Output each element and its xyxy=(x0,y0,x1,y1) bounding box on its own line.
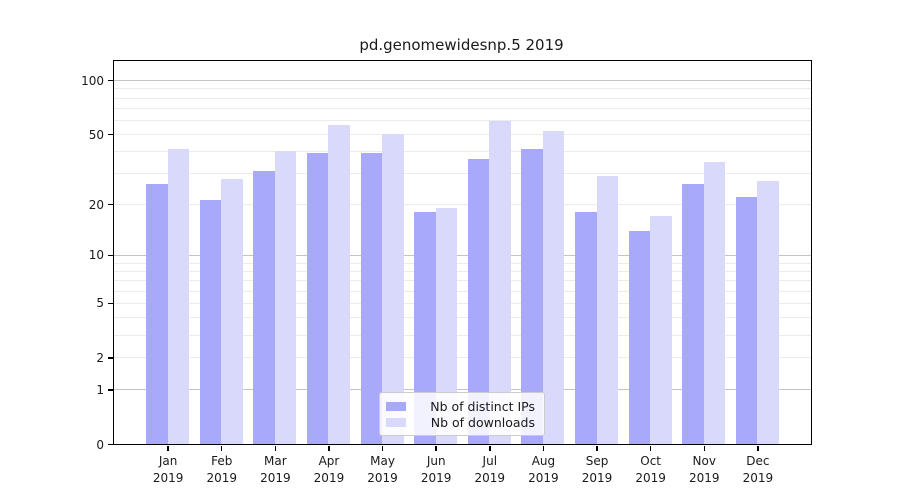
legend-label-downloads: Nb of downloads xyxy=(430,415,535,430)
y-axis-tick-label: 100 xyxy=(81,73,104,88)
x-axis-tick xyxy=(381,446,384,451)
gridline-minor xyxy=(114,151,811,153)
y-axis-tick-label: 50 xyxy=(88,127,104,142)
x-axis-tick xyxy=(757,446,759,451)
x-axis-tick xyxy=(649,446,652,451)
gridline-minor xyxy=(114,280,811,282)
y-axis-tick-label: 0 xyxy=(96,437,104,452)
y-axis-tick xyxy=(108,133,113,136)
x-axis-tick-label: May 2019 xyxy=(367,454,398,485)
bar-distinct-ips xyxy=(253,170,275,444)
gridline-minor xyxy=(114,107,811,109)
bar-downloads xyxy=(328,125,350,444)
y-axis-tick-label: 5 xyxy=(96,296,104,311)
gridline-minor xyxy=(114,290,811,292)
x-axis-tick xyxy=(489,446,491,451)
bar-downloads xyxy=(703,161,726,444)
x-axis-tick-label: Mar 2019 xyxy=(260,454,291,485)
x-axis-tick xyxy=(274,446,277,451)
bar-downloads xyxy=(650,216,672,444)
y-axis-tick-label: 2 xyxy=(96,350,104,365)
x-axis-tick-label: Jan 2019 xyxy=(152,454,184,485)
bar-distinct-ips xyxy=(575,211,597,444)
gridline-minor xyxy=(114,134,811,136)
legend-label-distinct-ips: Nb of distinct IPs xyxy=(430,399,535,414)
bar-downloads xyxy=(757,181,779,444)
bar-distinct-ips xyxy=(199,200,222,444)
x-axis-tick-label: Sep 2019 xyxy=(581,454,613,485)
bar-downloads xyxy=(382,134,404,444)
x-axis-tick xyxy=(328,446,330,451)
x-axis-tick-label: Jul 2019 xyxy=(474,454,506,485)
gridline-minor xyxy=(114,97,811,99)
gridline-minor xyxy=(114,317,811,319)
gridline-minor xyxy=(114,173,811,175)
bar-distinct-ips xyxy=(521,149,543,444)
bar-downloads xyxy=(274,151,297,444)
x-axis-tick-label: Apr 2019 xyxy=(313,454,345,485)
gridline-minor xyxy=(114,270,811,272)
y-axis-tick-label: 1 xyxy=(96,382,104,397)
bar-downloads xyxy=(167,149,190,444)
bar-downloads xyxy=(596,175,619,444)
x-axis-tick xyxy=(703,446,706,451)
chart-title: pd.genomewidesnp.5 2019 xyxy=(359,36,564,54)
y-axis-tick xyxy=(108,357,113,359)
legend-item-downloads: Nb of downloads xyxy=(386,415,535,430)
gridline-minor xyxy=(114,262,811,264)
x-axis-tick-label: Aug 2019 xyxy=(528,454,559,485)
gridline-minor xyxy=(114,357,811,359)
bar-downloads xyxy=(489,121,511,444)
x-axis-tick xyxy=(167,446,169,451)
gridline-major xyxy=(114,254,811,256)
legend-swatch-distinct-ips xyxy=(386,402,406,411)
x-axis-tick-label: Dec 2019 xyxy=(742,454,774,485)
bar-distinct-ips xyxy=(146,184,168,444)
bar-downloads xyxy=(542,131,565,444)
bar-distinct-ips xyxy=(414,211,436,444)
y-axis-tick xyxy=(108,389,113,391)
legend-swatch-downloads xyxy=(386,418,406,427)
x-axis-tick-label: Jun 2019 xyxy=(420,454,452,485)
bar-distinct-ips xyxy=(735,196,758,444)
x-axis-tick-label: Oct 2019 xyxy=(635,454,666,485)
bar-distinct-ips xyxy=(467,159,490,444)
legend-item-distinct-ips: Nb of distinct IPs xyxy=(386,399,535,414)
y-axis-tick-label: 20 xyxy=(88,197,104,212)
x-axis-tick xyxy=(596,446,598,451)
y-axis-tick xyxy=(108,203,113,206)
y-axis-tick xyxy=(108,302,113,304)
x-axis-tick xyxy=(220,446,223,451)
x-axis-tick-label: Nov 2019 xyxy=(688,454,720,485)
bar-distinct-ips xyxy=(682,184,704,444)
y-axis-tick-label: 10 xyxy=(88,248,104,263)
y-axis-tick xyxy=(108,79,113,82)
legend: Nb of distinct IPs Nb of downloads xyxy=(379,392,545,436)
gridline-minor xyxy=(114,334,811,336)
x-axis-tick xyxy=(542,446,545,451)
gridline-minor xyxy=(114,204,811,206)
bar-distinct-ips xyxy=(306,153,329,444)
gridline-major xyxy=(114,80,811,82)
bar-downloads xyxy=(221,178,243,444)
y-axis-tick xyxy=(108,443,113,446)
gridline-minor xyxy=(114,119,811,121)
x-axis-tick-label: Feb 2019 xyxy=(206,454,237,485)
gridline-minor xyxy=(114,302,811,304)
plot-area xyxy=(113,60,812,445)
y-axis-tick xyxy=(108,254,113,257)
gridline-minor xyxy=(114,88,811,90)
x-axis-tick xyxy=(435,446,437,451)
bar-distinct-ips xyxy=(360,153,383,444)
bar-downloads xyxy=(435,207,458,444)
gridline-major xyxy=(114,389,811,391)
bar-distinct-ips xyxy=(628,230,651,444)
